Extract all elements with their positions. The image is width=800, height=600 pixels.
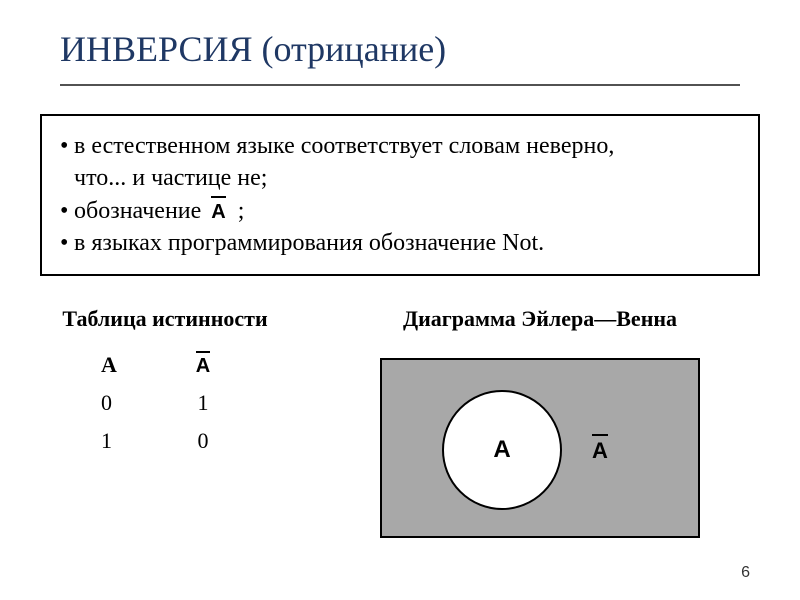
page-number: 6 (741, 564, 750, 582)
truth-table-block: Таблица истинности А А 0 1 1 0 (40, 306, 290, 538)
not-a-notation: А (196, 355, 210, 378)
bullet-item: в естественном языке соответствует слова… (60, 130, 740, 195)
bullet-text: в языках программирования обозначение No… (74, 230, 544, 256)
lower-section: Таблица истинности А А 0 1 1 0 Д (40, 306, 760, 538)
bullet-item: обозначение А ; (60, 195, 740, 227)
table-header-row: А А (85, 346, 245, 384)
notation-letter: А (196, 355, 210, 377)
bullet-prefix: обозначение (74, 198, 207, 224)
notation-letter: А (211, 201, 225, 223)
bullet-item: в языках программирования обозначение No… (60, 227, 740, 259)
venn-outer-label: А (592, 438, 608, 464)
cell-a: 1 (101, 428, 169, 454)
table-row: 0 1 (85, 384, 245, 422)
venn-title: Диаграмма Эйлера—Венна (403, 306, 677, 332)
venn-box: А А (380, 358, 700, 538)
slide-title: ИНВЕРСИЯ (отрицание) (0, 0, 800, 80)
not-a-notation: А (211, 199, 225, 226)
bullet-text-cont: что... и частице не; (74, 162, 740, 194)
bullet-text: в естественном языке соответствует слова… (74, 133, 614, 159)
cell-not-a: 1 (169, 390, 237, 416)
overline-icon (211, 196, 225, 198)
table-header-a: А (101, 352, 169, 378)
table-row: 1 0 (85, 422, 245, 460)
bullet-suffix: ; (238, 198, 245, 224)
overline-icon (592, 434, 608, 436)
title-underline (60, 84, 740, 86)
content-box: в естественном языке соответствует слова… (40, 114, 760, 276)
cell-not-a: 0 (169, 428, 237, 454)
venn-circle: А (442, 390, 562, 510)
truth-table: А А 0 1 1 0 (85, 346, 245, 460)
truth-table-title: Таблица истинности (62, 306, 267, 332)
notation-letter: А (592, 438, 608, 463)
cell-a: 0 (101, 390, 169, 416)
venn-inner-label: А (493, 436, 510, 464)
overline-icon (196, 351, 210, 353)
bullet-list: в естественном языке соответствует слова… (60, 130, 740, 260)
table-header-not-a: А (169, 352, 237, 378)
venn-diagram-block: Диаграмма Эйлера—Венна А А (320, 306, 760, 538)
